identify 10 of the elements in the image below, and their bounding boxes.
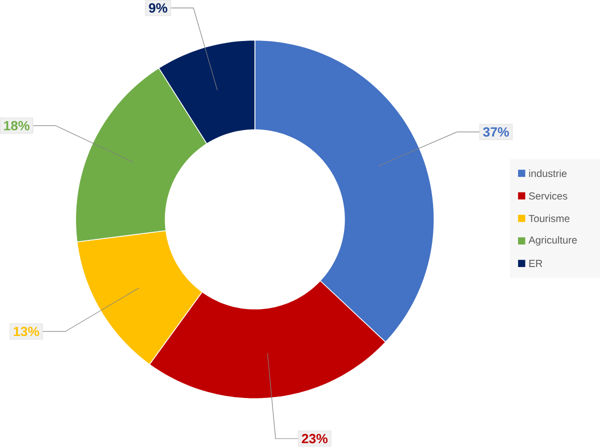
data-label: 23% bbox=[302, 434, 328, 444]
legend-label: industrie bbox=[529, 170, 567, 178]
legend-label: Agriculture bbox=[528, 236, 577, 246]
data-label: 37% bbox=[483, 127, 509, 137]
data-label: 18% bbox=[4, 121, 30, 131]
data-label: 9% bbox=[148, 3, 168, 13]
legend-label: Services bbox=[528, 192, 568, 200]
data-label: 13% bbox=[14, 326, 40, 336]
legend-label: Tourisme bbox=[528, 214, 570, 222]
legend-label: ER bbox=[529, 260, 542, 268]
